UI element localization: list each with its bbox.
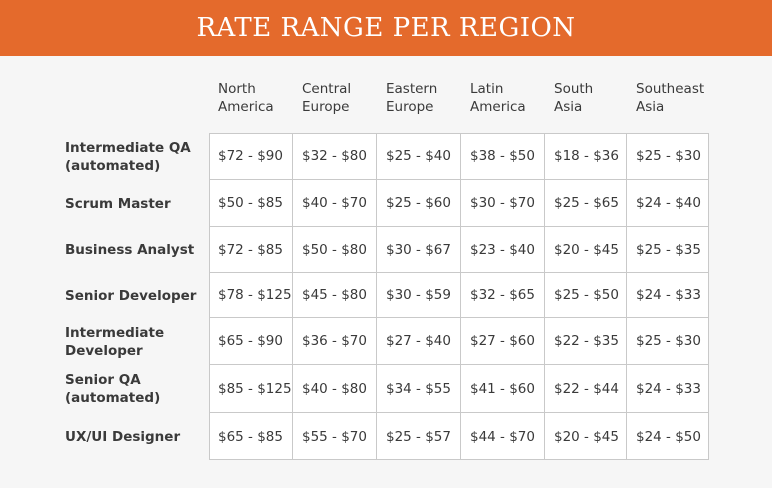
column-header: South Asia [554, 81, 594, 115]
table-cell: $78 - $125 [209, 273, 293, 318]
row-label: Scrum Master [65, 195, 171, 212]
row-label: Business Analyst [65, 242, 195, 258]
column-header: North America [218, 81, 274, 115]
table-cell: $38 - $50 [461, 133, 545, 180]
table-cell: $20 - $45 [545, 227, 627, 273]
table-cell: $25 - $65 [545, 180, 627, 227]
table-cell: $27 - $40 [377, 318, 461, 365]
column-header: Latin America [470, 81, 526, 115]
table-cell: $50 - $80 [293, 227, 377, 273]
row-label: Intermediate QA (automated) [65, 139, 191, 174]
table-cell: $41 - $60 [461, 365, 545, 413]
table-cell: $25 - $57 [377, 413, 461, 460]
table-cell: $50 - $85 [209, 180, 293, 227]
row-label: Senior QA (automated) [65, 372, 161, 406]
table-cell: $20 - $45 [545, 413, 627, 460]
table-cell: $40 - $80 [293, 365, 377, 413]
table-cell: $18 - $36 [545, 133, 627, 180]
table-cell: $23 - $40 [461, 227, 545, 273]
table-cell: $25 - $50 [545, 273, 627, 318]
table-cell: $36 - $70 [293, 318, 377, 365]
table-cell: $44 - $70 [461, 413, 545, 460]
row-label: UX/UI Designer [65, 428, 181, 445]
table-cell: $72 - $90 [209, 133, 293, 180]
table-cell: $72 - $85 [209, 227, 293, 273]
table-cell: $30 - $59 [377, 273, 461, 318]
page-title: RATE RANGE PER REGION [196, 13, 576, 43]
row-label: Intermediate Developer [65, 324, 165, 359]
table-cell: $25 - $40 [377, 133, 461, 180]
table-cell: $25 - $35 [627, 227, 709, 273]
table-cell: $45 - $80 [293, 273, 377, 318]
column-header: Southeast Asia [636, 81, 705, 115]
table-cell: $30 - $70 [461, 180, 545, 227]
table-cell: $25 - $30 [627, 133, 709, 180]
table-cell: $22 - $44 [545, 365, 627, 413]
row-label: Senior Developer [65, 287, 197, 304]
table-cell: $24 - $33 [627, 365, 709, 413]
table-cell: $24 - $33 [627, 273, 709, 318]
table-cell: $65 - $85 [209, 413, 293, 460]
table-cell: $32 - $65 [461, 273, 545, 318]
table-cell: $85 - $125 [209, 365, 293, 413]
table-cell: $34 - $55 [377, 365, 461, 413]
table-cell: $55 - $70 [293, 413, 377, 460]
table-cell: $25 - $60 [377, 180, 461, 227]
table-cell: $40 - $70 [293, 180, 377, 227]
title-banner: RATE RANGE PER REGION [0, 0, 772, 56]
column-header: Eastern Europe [386, 81, 438, 115]
table-cell: $65 - $90 [209, 318, 293, 365]
table-cell: $24 - $50 [636, 428, 701, 445]
table-cell: $32 - $80 [293, 133, 377, 180]
table-cell: $27 - $60 [461, 318, 545, 365]
rate-table: $72 - $90 $32 - $80 $25 - $40 $38 - $50 $18 … [209, 133, 709, 460]
table-cell: $30 - $67 [377, 227, 461, 273]
table-cell: $22 - $35 [545, 318, 627, 365]
table-cell: $24 - $40 [627, 180, 709, 227]
table-cell: $25 - $30 [627, 318, 709, 365]
column-header: Central Europe [302, 81, 352, 115]
